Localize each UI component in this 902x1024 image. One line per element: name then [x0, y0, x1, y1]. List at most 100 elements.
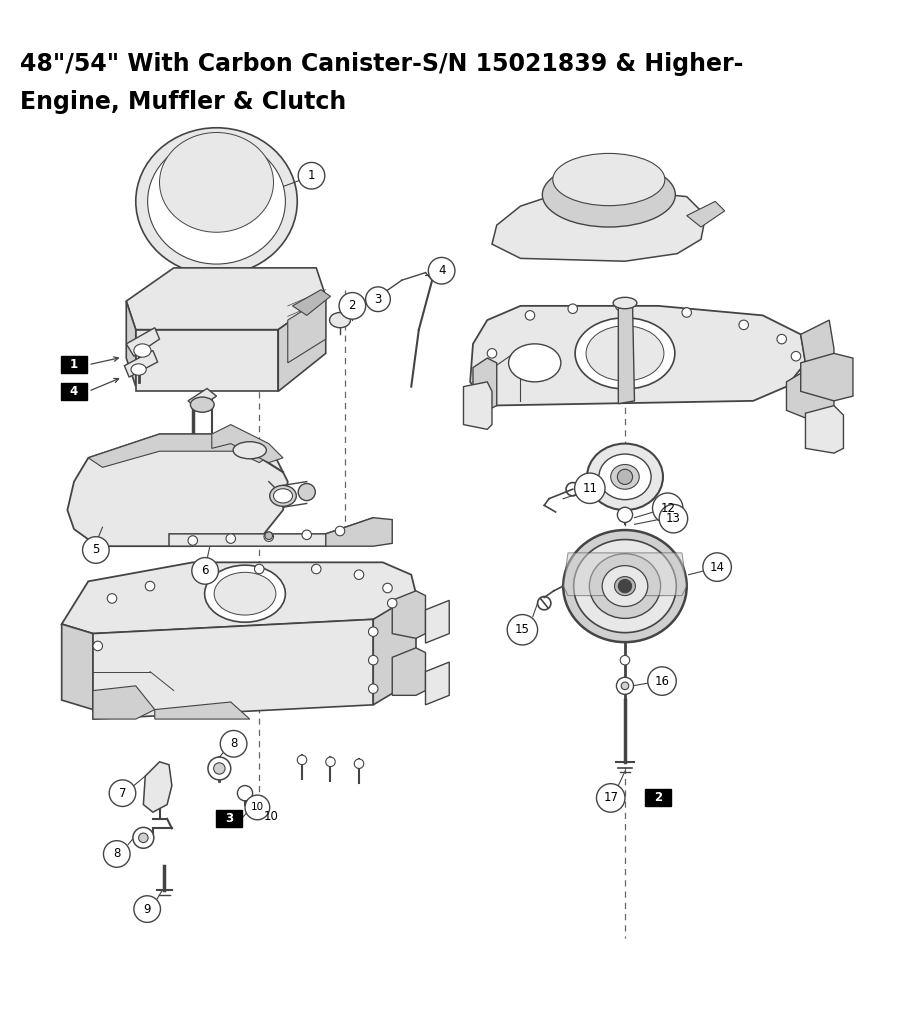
Text: 14: 14: [709, 560, 723, 573]
Text: 3: 3: [374, 293, 382, 306]
Polygon shape: [88, 434, 273, 467]
Circle shape: [368, 627, 378, 637]
Text: 7: 7: [118, 786, 126, 800]
Circle shape: [365, 287, 390, 311]
Circle shape: [616, 677, 633, 694]
Circle shape: [354, 570, 364, 580]
Ellipse shape: [131, 364, 146, 375]
Text: Engine, Muffler & Clutch: Engine, Muffler & Clutch: [20, 90, 345, 115]
Polygon shape: [93, 620, 373, 719]
Ellipse shape: [298, 483, 315, 501]
Polygon shape: [800, 353, 852, 400]
Polygon shape: [805, 406, 842, 453]
Text: 2: 2: [348, 299, 355, 312]
Circle shape: [191, 558, 218, 585]
Ellipse shape: [542, 163, 675, 227]
Circle shape: [263, 531, 273, 542]
Polygon shape: [61, 562, 416, 634]
Circle shape: [207, 757, 231, 780]
Text: 10: 10: [263, 810, 279, 823]
Polygon shape: [425, 600, 448, 643]
Circle shape: [738, 321, 748, 330]
Polygon shape: [618, 306, 634, 403]
Ellipse shape: [575, 317, 674, 389]
Circle shape: [214, 763, 225, 774]
FancyBboxPatch shape: [216, 810, 242, 827]
Polygon shape: [686, 202, 724, 227]
Text: 4: 4: [69, 385, 78, 398]
Text: 3: 3: [225, 812, 233, 825]
Ellipse shape: [586, 443, 662, 510]
Circle shape: [525, 310, 534, 321]
Polygon shape: [800, 321, 833, 391]
FancyBboxPatch shape: [61, 356, 87, 374]
Polygon shape: [292, 290, 330, 315]
Polygon shape: [126, 268, 326, 330]
Ellipse shape: [563, 530, 686, 642]
Text: 12: 12: [659, 502, 675, 515]
Circle shape: [104, 841, 130, 867]
Polygon shape: [288, 296, 326, 362]
Circle shape: [93, 641, 103, 650]
Circle shape: [658, 505, 687, 532]
Circle shape: [382, 584, 391, 593]
Polygon shape: [373, 594, 416, 705]
Circle shape: [652, 493, 682, 523]
Polygon shape: [278, 296, 326, 391]
Polygon shape: [470, 306, 805, 406]
Text: 13: 13: [666, 512, 680, 525]
Ellipse shape: [585, 326, 663, 381]
Circle shape: [368, 684, 378, 693]
Circle shape: [574, 473, 604, 504]
Circle shape: [145, 582, 154, 591]
Circle shape: [567, 304, 577, 313]
Text: 9: 9: [143, 902, 151, 915]
Circle shape: [188, 536, 198, 545]
Polygon shape: [143, 762, 171, 812]
Text: 1: 1: [308, 169, 315, 182]
Polygon shape: [563, 553, 686, 596]
Circle shape: [133, 827, 153, 848]
Circle shape: [621, 682, 628, 689]
Text: 4: 4: [437, 264, 445, 278]
Text: 1: 1: [69, 358, 78, 372]
Polygon shape: [463, 382, 492, 429]
Text: 5: 5: [92, 544, 99, 556]
Polygon shape: [188, 388, 216, 409]
Ellipse shape: [270, 485, 296, 506]
Ellipse shape: [614, 577, 635, 596]
Text: 48"/54" With Carbon Canister-S/N 15021839 & Higher-: 48"/54" With Carbon Canister-S/N 1502183…: [20, 52, 742, 76]
Ellipse shape: [573, 540, 676, 633]
Text: 11: 11: [582, 481, 596, 495]
Circle shape: [354, 759, 364, 768]
FancyBboxPatch shape: [645, 790, 670, 807]
Ellipse shape: [612, 297, 636, 308]
Circle shape: [297, 755, 307, 765]
Text: 8: 8: [113, 848, 120, 860]
Polygon shape: [61, 624, 93, 710]
Circle shape: [618, 580, 630, 593]
Circle shape: [237, 785, 253, 801]
Circle shape: [428, 257, 455, 284]
Circle shape: [681, 308, 691, 317]
Polygon shape: [93, 686, 154, 719]
Circle shape: [82, 537, 109, 563]
Polygon shape: [391, 648, 425, 695]
Text: 17: 17: [603, 792, 618, 805]
Text: 15: 15: [514, 624, 529, 636]
Polygon shape: [68, 434, 288, 546]
Ellipse shape: [190, 397, 214, 413]
Circle shape: [326, 757, 335, 767]
Circle shape: [220, 730, 246, 757]
Text: 2: 2: [653, 792, 661, 805]
Polygon shape: [154, 702, 250, 719]
Ellipse shape: [602, 565, 647, 606]
Text: 8: 8: [230, 737, 237, 751]
Polygon shape: [425, 663, 448, 705]
FancyBboxPatch shape: [61, 383, 87, 400]
Text: 16: 16: [654, 675, 668, 687]
Ellipse shape: [205, 565, 285, 623]
Circle shape: [311, 564, 320, 573]
Circle shape: [647, 667, 676, 695]
Ellipse shape: [329, 312, 350, 328]
